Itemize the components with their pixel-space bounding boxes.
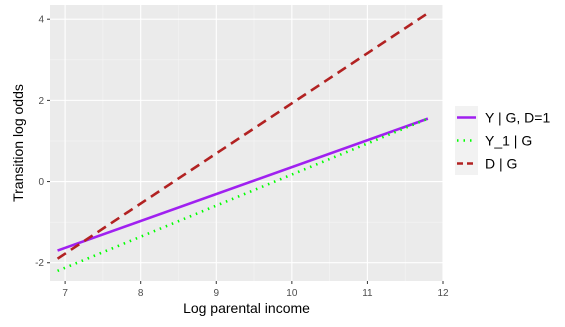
x-tick-label: 9 (213, 288, 219, 299)
x-tick-label: 12 (437, 288, 449, 299)
x-tick-label: 8 (138, 288, 144, 299)
legend-label: Y_1 | G (485, 133, 532, 149)
y-axis-title: Transition log odds (10, 84, 26, 202)
legend: Y | G, D=1 Y_1 | G D | G (455, 106, 550, 175)
minor-gridlines (50, 5, 443, 281)
series-line (56, 12, 429, 260)
legend-key (455, 129, 478, 152)
x-tick-label: 7 (62, 288, 68, 299)
series-lines (56, 12, 429, 273)
x-axis: 7 8 9 10 11 12 (62, 281, 449, 299)
major-gridlines (50, 5, 444, 281)
y-tick-label: 2 (38, 96, 44, 107)
x-tick-label: 11 (362, 288, 373, 299)
x-tick-label: 10 (286, 288, 298, 299)
plot-panel (50, 5, 443, 281)
x-axis-title: Log parental income (183, 300, 310, 316)
y-tick-label: 0 (38, 177, 44, 188)
legend-label: Y | G, D=1 (485, 110, 550, 126)
legend-key (455, 152, 478, 175)
y-tick-label: 4 (38, 15, 44, 26)
y-tick-label: -2 (35, 258, 44, 269)
series-line (57, 117, 429, 252)
legend-label: D | G (485, 156, 517, 172)
y-axis: -2 0 2 4 (35, 15, 50, 269)
